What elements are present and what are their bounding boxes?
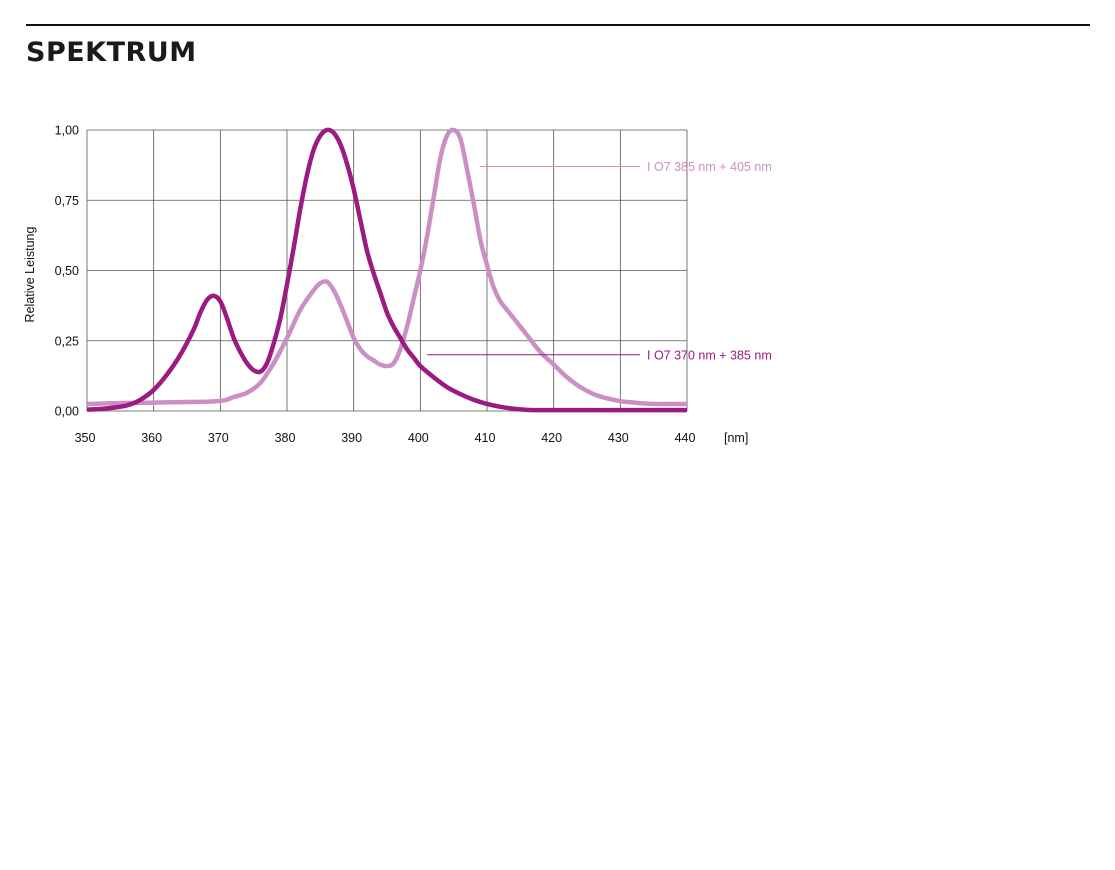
x-tick-label: 380 — [275, 431, 296, 445]
grid — [86, 129, 688, 412]
legend-label: I O7 385 nm + 405 nm — [647, 160, 772, 174]
x-tick-label: 370 — [208, 431, 229, 445]
x-tick-label: 390 — [341, 431, 362, 445]
y-axis-label: Relative Leistung — [23, 227, 37, 323]
x-tick-label: 360 — [141, 431, 162, 445]
y-tick-label: 0,00 — [55, 405, 79, 419]
x-tick-label: 420 — [541, 431, 562, 445]
x-tick-label: 430 — [608, 431, 629, 445]
x-tick-label: 350 — [75, 431, 96, 445]
labels: I O7 370 nm + 385 nm I O7 385 nm + 405 nm — [427, 160, 772, 362]
x-tick-label: 410 — [475, 431, 496, 445]
y-tick-label: 0,75 — [55, 194, 79, 208]
axes: 0,00 0,25 0,50 0,75 1,00 350 360 370 380 390 400 41… — [23, 124, 748, 446]
page-title: SPEKTRUM — [26, 37, 197, 68]
x-tick-label: 440 — [675, 431, 696, 445]
series-line-0 — [86, 127, 687, 413]
series-line-1 — [86, 127, 687, 407]
series — [86, 127, 687, 413]
legend-label: I O7 370 nm + 385 nm — [647, 348, 772, 362]
y-tick-label: 0,50 — [55, 264, 79, 278]
top-rule — [26, 24, 1090, 26]
x-tick-label: 400 — [408, 431, 429, 445]
y-tick-label: 1,00 — [55, 124, 79, 138]
y-tick-label: 0,25 — [55, 334, 79, 348]
x-unit-label: [nm] — [724, 431, 748, 445]
